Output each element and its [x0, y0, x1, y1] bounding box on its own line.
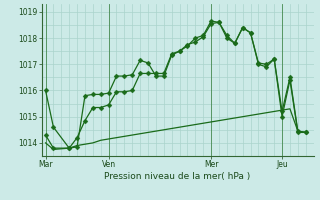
X-axis label: Pression niveau de la mer( hPa ): Pression niveau de la mer( hPa ) [104, 172, 251, 181]
